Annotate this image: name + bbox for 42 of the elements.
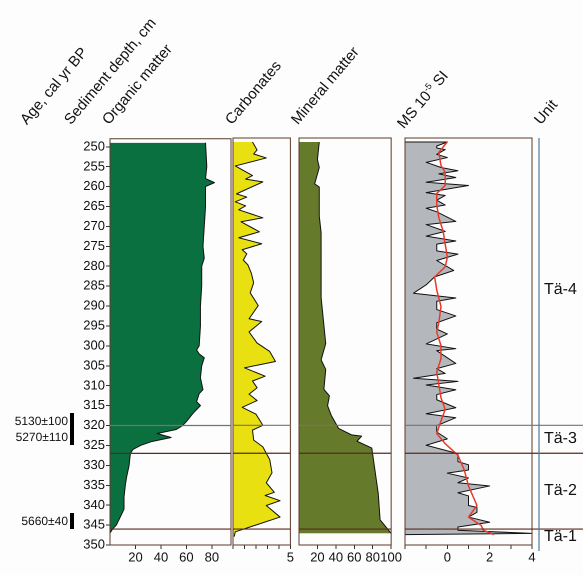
text: Tä-1 (544, 528, 577, 546)
x-tick-label: 80 (204, 549, 220, 564)
x-tick-label: 4 (528, 549, 536, 564)
y-tick-label: 300 (83, 337, 105, 352)
y-tick-label: 250 (83, 138, 105, 154)
y-tick-label: 280 (83, 258, 105, 273)
y-tick-label: 295 (83, 318, 105, 333)
x-tick-label: 2 (486, 549, 494, 564)
y-tick-label: 330 (83, 456, 105, 472)
y-tick-label: 335 (83, 476, 105, 492)
y-tick-label: 265 (83, 198, 105, 214)
y-tick-label: 315 (83, 397, 105, 412)
x-tick-label: 60 (347, 549, 362, 564)
x-tick-label: 60 (179, 549, 194, 564)
text: Tä-4 (544, 280, 577, 299)
x-tick-label: 40 (328, 549, 344, 564)
text: 5660±40 (21, 514, 68, 528)
x-tick-label: 20 (128, 549, 143, 564)
y-tick-label: 350 (83, 536, 105, 552)
x-tick-label: 40 (154, 549, 168, 564)
x-tick-label: 100 (380, 549, 402, 564)
y-tick-label: 325 (83, 437, 105, 452)
text: Unit (530, 96, 562, 128)
y-tick-label: 260 (83, 178, 105, 194)
text: Tä-3 (544, 430, 577, 448)
x-tick-label: 0 (444, 549, 451, 564)
x-tick-label: 20 (310, 549, 325, 564)
y-tick-label: 310 (83, 377, 105, 392)
y-tick-label: 275 (83, 238, 105, 253)
text: 5130±100 (14, 414, 68, 428)
text: 5270±110 (16, 430, 68, 444)
y-tick-label: 340 (83, 496, 105, 512)
x-tick-label: 5 (286, 549, 294, 564)
y-tick-label: 270 (83, 218, 105, 233)
y-tick-label: 285 (83, 278, 105, 293)
x-tick-label: 80 (365, 549, 380, 564)
y-tick-label: 320 (83, 417, 105, 432)
y-tick-label: 255 (83, 158, 105, 174)
y-tick-label: 290 (83, 298, 105, 313)
text: Tä-2 (544, 482, 577, 500)
y-tick-label: 345 (83, 516, 105, 532)
y-tick-label: 305 (83, 357, 105, 372)
